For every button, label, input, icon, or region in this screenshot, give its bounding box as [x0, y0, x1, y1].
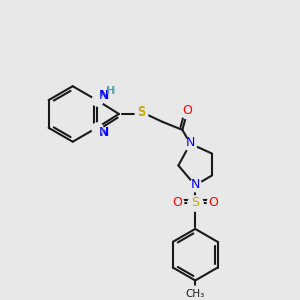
Text: S: S	[191, 196, 199, 209]
Text: S: S	[137, 106, 145, 118]
Text: S: S	[137, 106, 145, 119]
Text: O: O	[208, 196, 218, 209]
Text: H: H	[106, 86, 115, 96]
Text: N: N	[186, 136, 195, 149]
Text: O: O	[182, 104, 192, 118]
Text: N: N	[99, 88, 108, 102]
Text: N: N	[100, 88, 109, 102]
Text: N: N	[190, 178, 200, 191]
Text: N: N	[100, 126, 109, 139]
Text: O: O	[172, 196, 182, 209]
Text: N: N	[99, 126, 108, 139]
Text: H: H	[106, 86, 114, 96]
Text: CH₃: CH₃	[186, 289, 205, 299]
